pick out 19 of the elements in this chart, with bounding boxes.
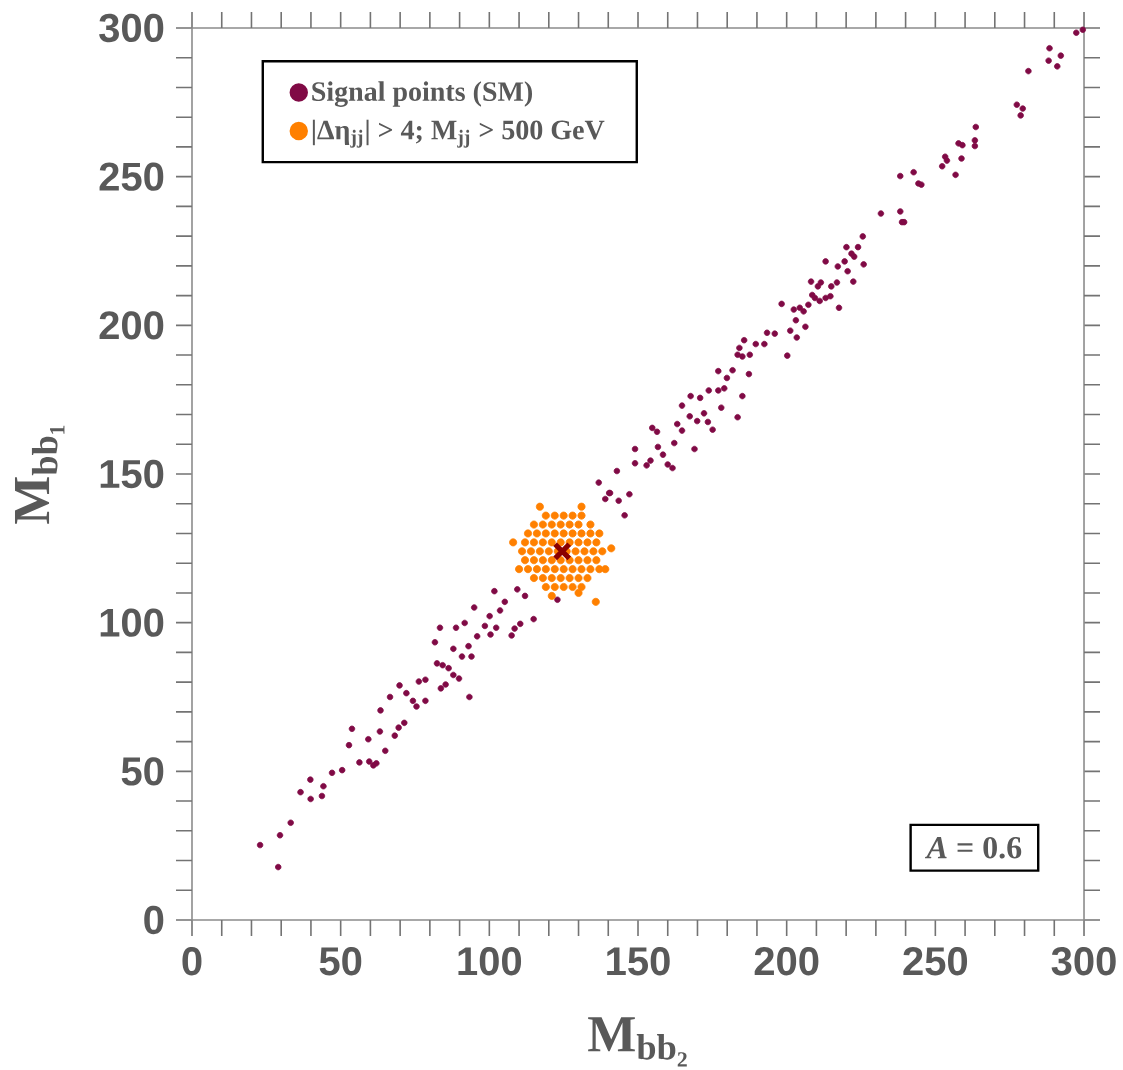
annotation: A = 0.6 (924, 836, 1022, 859)
y-tick-label: 250 (99, 162, 164, 191)
x-tick-label: 150 (607, 947, 670, 976)
y-tick-label: 0 (144, 905, 164, 935)
y-tick-label: 200 (99, 311, 164, 340)
legend-label: Signal points (SM) (312, 81, 533, 107)
x-tick-label: 200 (754, 947, 819, 976)
x-tick-label: 300 (1051, 947, 1116, 976)
y-axis-title: M$_{bb₁}$ (14, 425, 65, 524)
x-axis-title: M$_{bb₂}$ (588, 1017, 687, 1067)
x-tick-label: 100 (458, 947, 522, 976)
x-tick-label: 0 (182, 947, 202, 976)
y-tick-label: 100 (100, 608, 164, 637)
x-tick-label: 250 (903, 947, 968, 976)
y-tick-label: 50 (121, 757, 164, 786)
legend-label: |Δη$_{jj}$| > 4; M$_{jj}$ > 500 GeV (312, 119, 605, 148)
y-tick-label: 150 (100, 459, 164, 489)
y-tick-label: 300 (99, 13, 164, 43)
x-tick-label: 50 (319, 947, 362, 976)
